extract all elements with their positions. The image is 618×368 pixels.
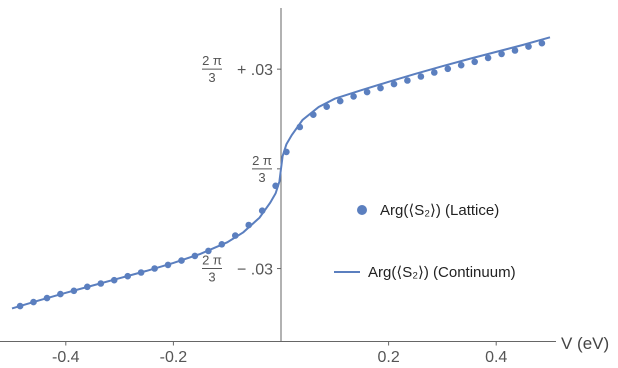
y-tick-fraction-denominator: 3 [258,170,265,185]
y-tick-fraction-numerator: 2 π [252,153,272,168]
lattice-data-point [30,298,37,306]
lattice-data-point [283,148,290,156]
lattice-data-point [336,97,344,105]
legend-label-lattice: Arg(⟨S₂⟩) (Lattice) [380,202,499,219]
lattice-data-point [525,43,532,50]
lattice-data-point [484,54,492,62]
lattice-data-point [151,265,158,272]
lattice-data-point [97,280,105,287]
lattice-data-point [296,123,304,131]
lattice-data-point [498,50,505,58]
y-ticks: + .03 2 π 3 2 π 3 − .03 2 π 3 [202,53,281,285]
x-tick-label: 0.4 [485,349,507,366]
lattice-data-point [137,269,145,276]
lattice-data-point [511,47,519,54]
lattice-data-point [232,232,239,239]
x-tick-label: 0.2 [377,349,399,366]
lattice-data-point [310,111,317,118]
lattice-series-points [16,39,546,310]
x-ticks: -0.4 -0.2 0.2 0.4 [52,341,507,366]
x-tick-label: -0.4 [52,349,80,366]
lattice-data-point [444,65,452,73]
y-tick-fraction-numerator: 2 π [202,53,222,68]
lattice-data-point [84,283,91,291]
lattice-data-point [417,73,425,80]
lattice-data-point [390,80,398,88]
lattice-data-point [457,61,465,69]
y-tick-offset: − .03 [237,262,273,279]
lattice-data-point [377,84,384,92]
legend: Arg(⟨S₂⟩) (Lattice) Arg(⟨S₂⟩) (Continuum… [334,202,516,281]
lattice-data-point [258,207,266,214]
lattice-data-point [350,93,357,100]
lattice-data-point [404,77,411,84]
lattice-data-point [431,69,438,76]
axes: -0.4 -0.2 0.2 0.4 + .03 2 π 3 2 π 3 − .03 2 π 3 V … [0,8,609,366]
lattice-data-point [16,302,24,310]
x-axis-title: V (eV) [561,334,609,353]
lattice-data-point [178,257,185,264]
lattice-data-point [43,294,51,302]
continuum-series-line [11,36,551,310]
y-tick-offset: + .03 [237,62,273,79]
lattice-data-point [124,272,131,280]
lattice-data-point [272,182,279,190]
lattice-data-point [57,290,64,298]
lattice-data-point [245,221,252,229]
lattice-data-point [110,276,118,284]
lattice-data-point [471,58,479,66]
y-tick-fraction-denominator: 3 [208,70,215,85]
plot-area [11,36,551,310]
lattice-data-point [205,247,212,255]
legend-marker-lattice [357,205,367,215]
legend-label-continuum: Arg(⟨S₂⟩) (Continuum) [368,264,516,281]
lattice-data-point [538,39,546,47]
x-tick-label: -0.2 [160,349,188,366]
lattice-data-point [363,88,371,96]
y-tick-fraction-numerator: 2 π [202,253,222,268]
y-tick-fraction-denominator: 3 [208,270,215,285]
lattice-data-point [164,261,172,269]
lattice-data-point [191,252,199,260]
lattice-data-point [70,287,78,295]
lattice-data-point [323,103,331,110]
lattice-data-point [218,241,226,248]
